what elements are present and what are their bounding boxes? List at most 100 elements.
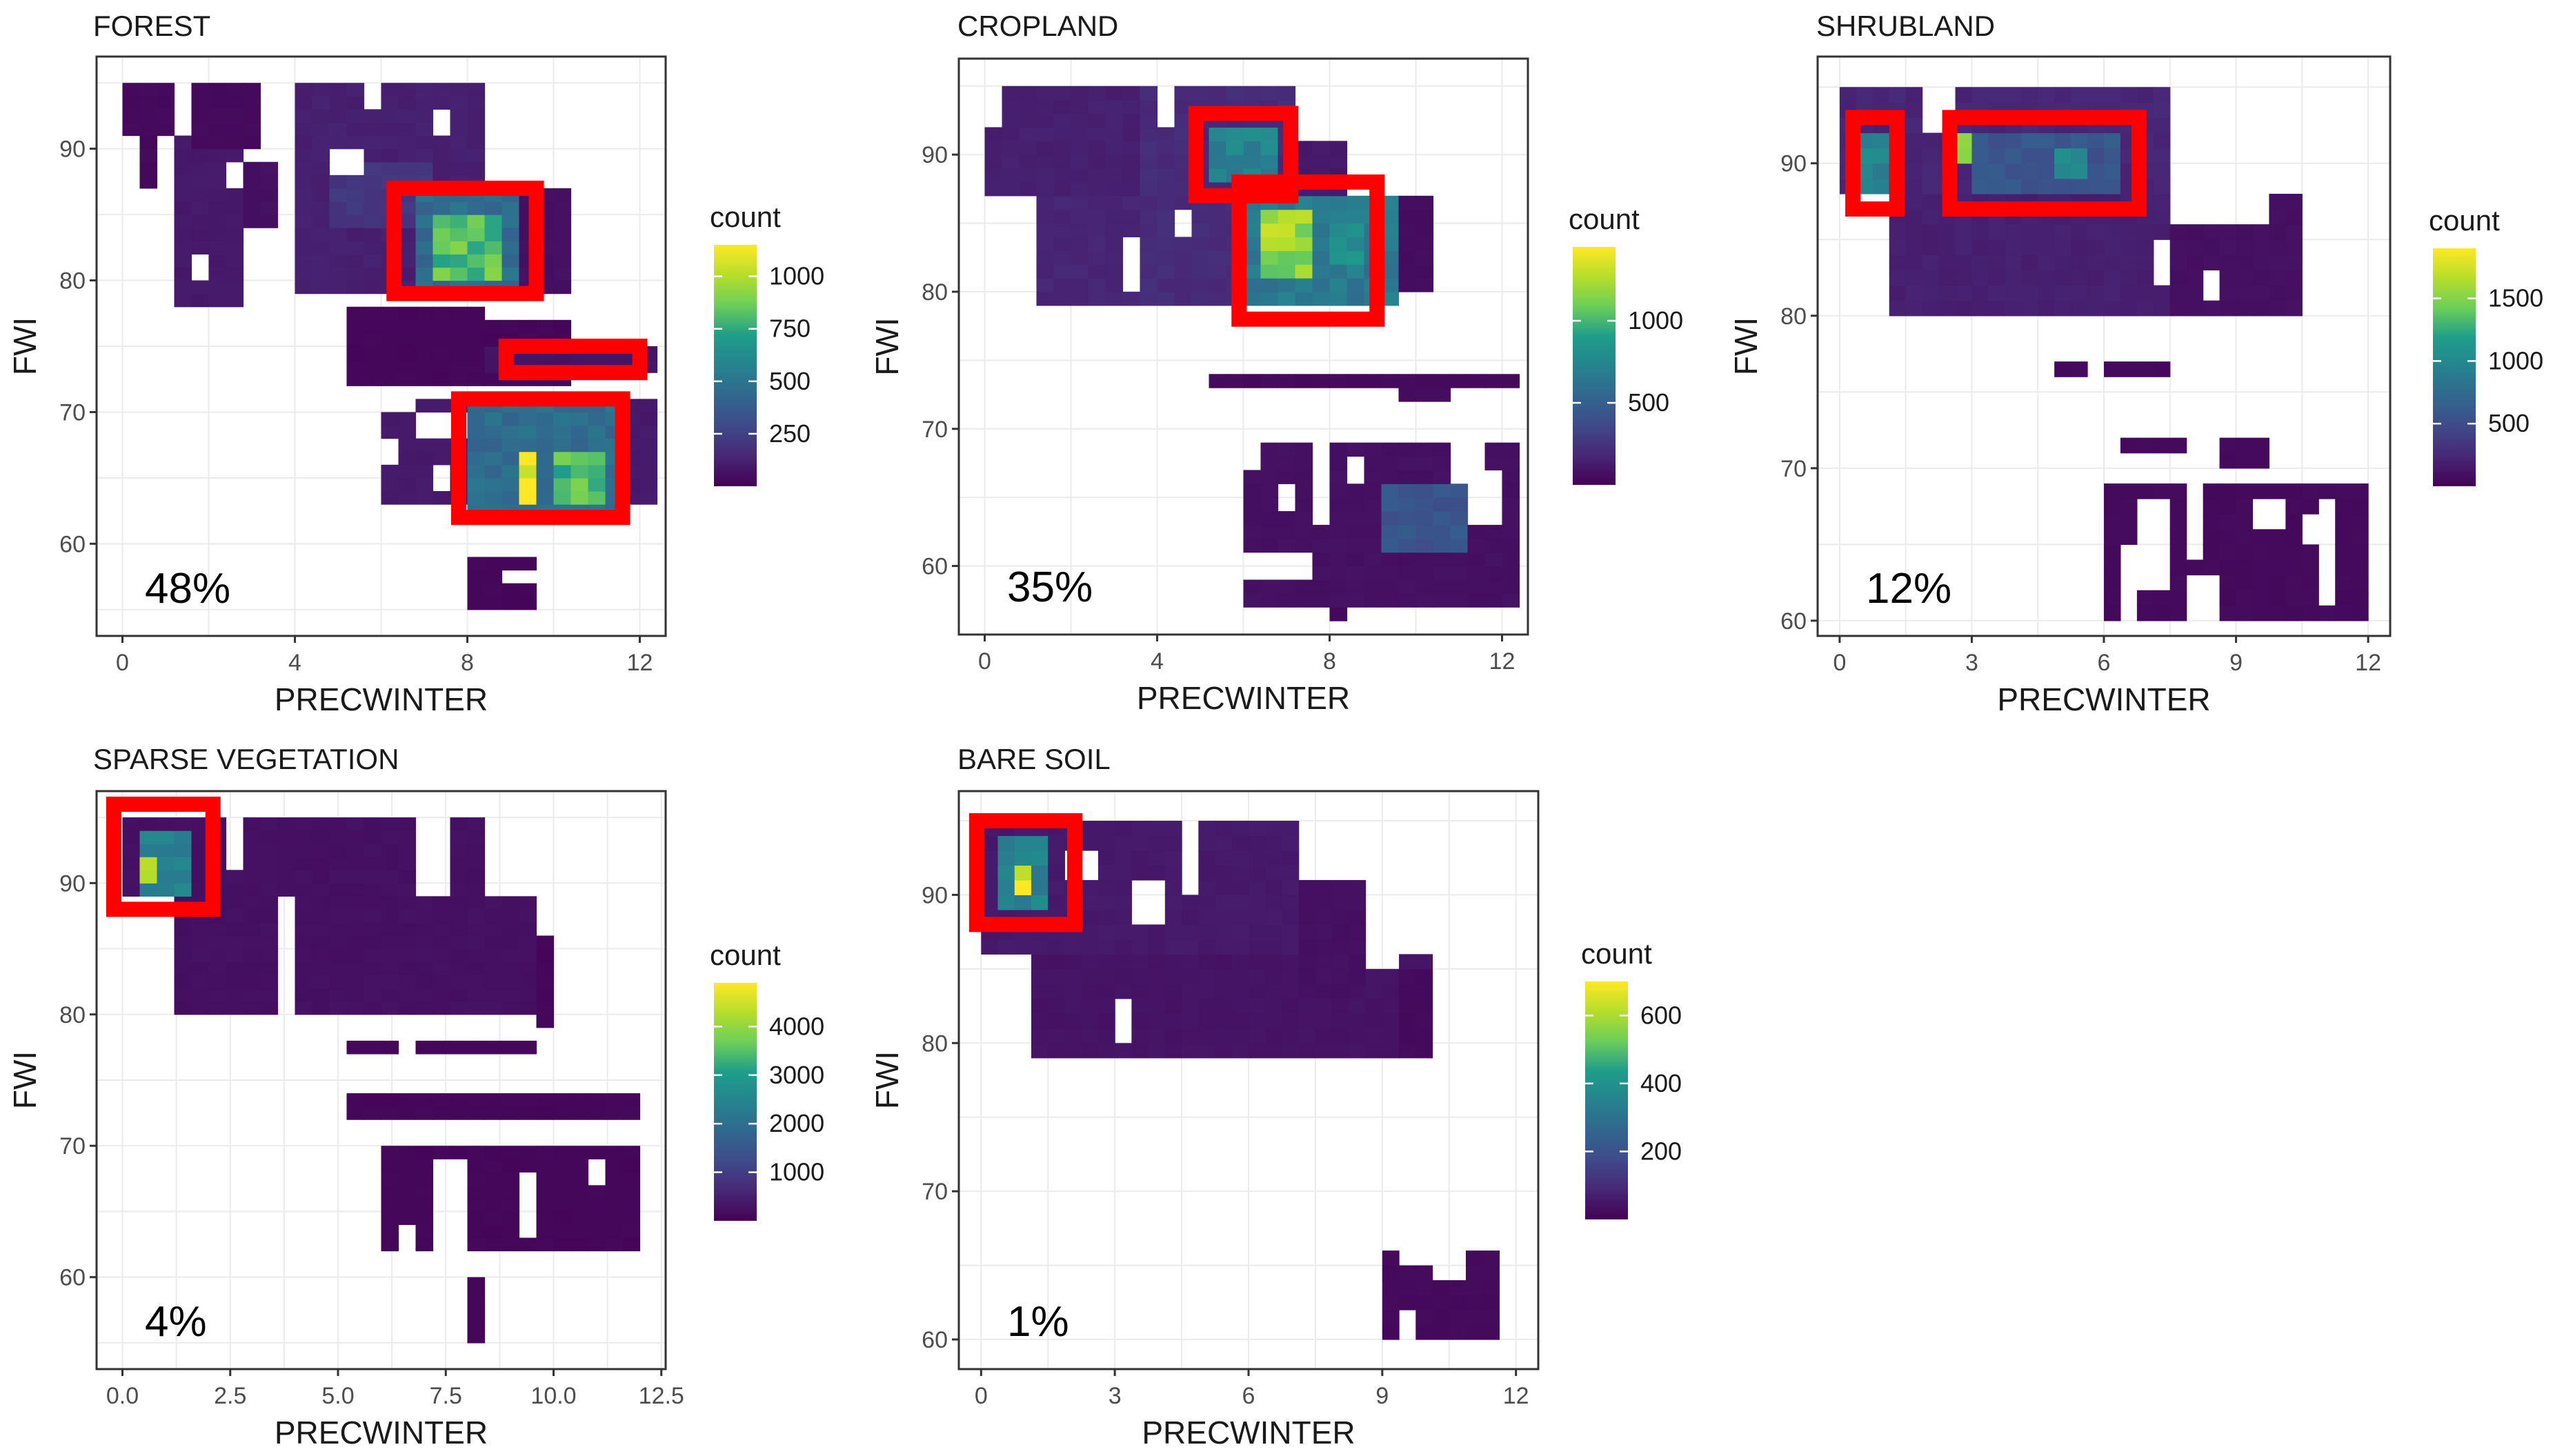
heatmap-cell — [519, 896, 537, 910]
heatmap-cell — [2352, 544, 2369, 561]
heatmap-cell — [433, 1146, 451, 1159]
heatmap-cell — [381, 1106, 399, 1120]
heatmap-cell — [191, 241, 210, 255]
heatmap-cell — [295, 83, 313, 97]
heatmap-cell — [1282, 954, 1300, 970]
heatmap-cell — [536, 1001, 555, 1015]
heatmap-cell — [1260, 538, 1279, 553]
heatmap-cells — [122, 83, 658, 610]
heatmap-cell — [398, 477, 417, 492]
heatmap-cell — [1955, 87, 1973, 103]
heatmap-cell — [2120, 529, 2138, 545]
panel-border — [95, 790, 667, 1370]
heatmap-cell — [2252, 452, 2270, 469]
heatmap-cell — [174, 948, 192, 963]
heatmap-cell — [2120, 499, 2138, 515]
heatmap-cell — [1282, 1013, 1300, 1029]
heatmap-cell — [1226, 86, 1244, 101]
heatmap-cell — [553, 1106, 572, 1120]
heatmap-cell — [1053, 113, 1072, 128]
heatmap-cell — [1071, 181, 1089, 197]
heatmap-cell — [1938, 300, 1956, 317]
heatmap-cell — [1215, 850, 1233, 866]
y-axis-label: FWI — [7, 317, 43, 375]
heatmap-cell — [484, 201, 503, 215]
heatmap-cell — [1243, 511, 1262, 526]
heatmap-cell — [364, 1106, 382, 1120]
heatmap-cell — [364, 161, 382, 176]
heatmap-cell — [1048, 954, 1066, 970]
heatmap-cell — [1415, 442, 1434, 457]
heatmap-cell — [536, 1198, 555, 1213]
heatmap-cell — [226, 241, 244, 255]
heatmap-cell — [1157, 278, 1175, 292]
heatmap-cell — [433, 1093, 451, 1107]
heatmap-cell — [312, 148, 330, 163]
x-tick-label: 8 — [1323, 648, 1336, 675]
heatmap-cell — [1053, 237, 1072, 251]
heatmap-cell — [433, 896, 451, 910]
highlight-box — [968, 812, 1083, 933]
x-tick-label: 0 — [975, 1383, 988, 1409]
heatmap-cell — [312, 857, 330, 870]
heatmap-cell — [381, 319, 399, 334]
heatmap-cell — [1922, 209, 1940, 225]
heatmap-cell — [639, 412, 658, 426]
heatmap-cell — [295, 922, 313, 937]
heatmap-cell — [364, 961, 382, 976]
heatmap-cell — [501, 1185, 520, 1199]
heatmap-cell — [208, 228, 227, 241]
heatmap-cell — [1315, 954, 1333, 970]
heatmap-cell — [295, 254, 313, 268]
heatmap-cell — [1071, 127, 1089, 141]
heatmap-cell — [588, 1198, 606, 1213]
heatmap-cell — [450, 883, 468, 897]
heatmap-cell — [1182, 1013, 1199, 1029]
heatmap-cell — [1282, 865, 1300, 881]
gridlines — [97, 791, 666, 1369]
heatmap-cell — [1278, 374, 1296, 388]
heatmap-cell — [329, 948, 348, 963]
heatmap-cell — [1298, 1013, 1316, 1029]
heatmap-cell — [312, 948, 330, 963]
heatmap-cell — [1209, 374, 1227, 388]
heatmap-cell — [1346, 264, 1365, 279]
heatmap-cell — [1260, 374, 1279, 388]
heatmap-cell — [2236, 452, 2254, 469]
heatmap-cell — [174, 883, 192, 897]
heatmap-cell — [1382, 968, 1400, 984]
legend-tick-label: 1000 — [769, 1158, 824, 1186]
heatmap-cell — [1398, 483, 1417, 498]
heatmap-cell — [501, 557, 520, 571]
heatmap-cell — [519, 583, 537, 597]
heatmap-cell — [2104, 514, 2121, 530]
heatmap-cell — [398, 1172, 417, 1186]
heatmap-cell — [1164, 850, 1182, 866]
heatmap-cell — [997, 895, 1015, 910]
heatmap-cell — [1332, 895, 1349, 910]
heatmap-cell — [1346, 237, 1365, 251]
heatmap-cell — [467, 909, 486, 924]
heatmap-cell — [1312, 552, 1331, 567]
heatmap-cell — [1088, 223, 1106, 238]
heatmap-cell — [1260, 470, 1279, 484]
heatmap-cell — [450, 83, 468, 97]
heatmap-cell — [1502, 552, 1520, 567]
heatmap-cell — [2054, 224, 2071, 240]
x-tick-label: 12 — [627, 650, 653, 676]
heatmap-cell — [519, 451, 537, 466]
heatmap-cell — [2021, 255, 2038, 271]
heatmap-cell — [1415, 374, 1434, 388]
heatmap-cell — [484, 1237, 503, 1252]
heatmap-cell — [381, 948, 399, 963]
heatmap-cell — [2104, 239, 2121, 255]
heatmap-cell — [1315, 998, 1333, 1014]
heatmap-cell — [1164, 998, 1182, 1014]
heatmap-cell — [1048, 835, 1066, 851]
heatmap-cell — [346, 188, 365, 202]
heatmap-cell — [329, 975, 348, 989]
heatmap-cell — [639, 438, 658, 452]
heatmap-cell — [1260, 442, 1279, 457]
y-tick-label: 80 — [922, 1030, 948, 1057]
